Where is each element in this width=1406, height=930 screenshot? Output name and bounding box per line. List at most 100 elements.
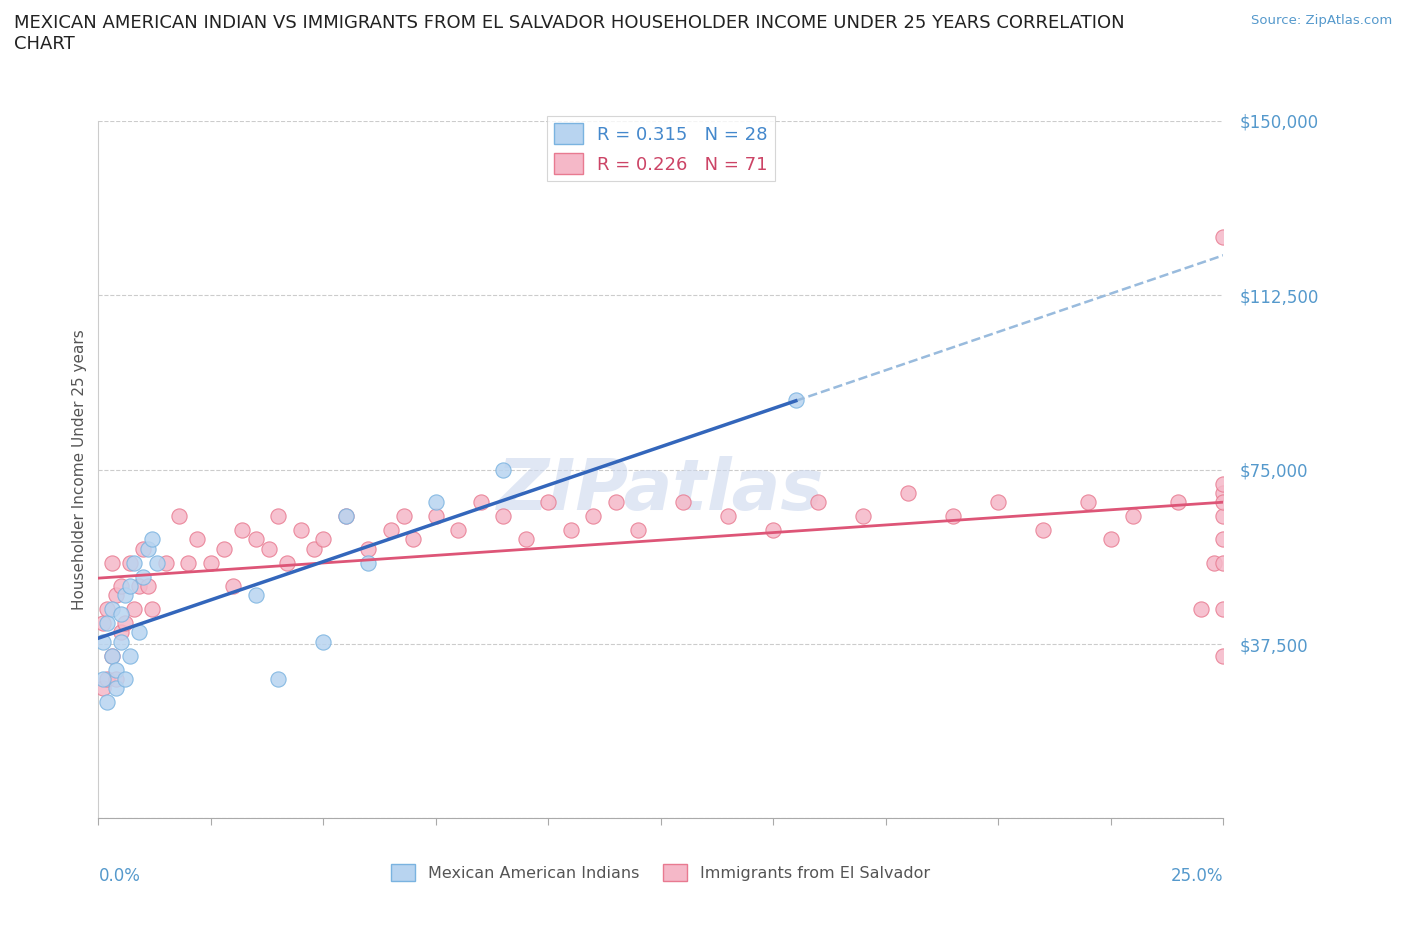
Point [290, 523, 312, 538]
Text: 0.0%: 0.0% [98, 867, 141, 885]
Point [1212, 532, 1234, 547]
Point [231, 523, 253, 538]
Point [515, 532, 537, 547]
Point [200, 555, 222, 570]
Point [1212, 495, 1234, 510]
Point [470, 495, 492, 510]
Point [169, 509, 191, 524]
Point [110, 578, 132, 593]
Point [1212, 476, 1234, 491]
Point [335, 509, 357, 524]
Point [942, 509, 965, 524]
Point [1077, 495, 1099, 510]
Point [101, 602, 124, 617]
Point [672, 495, 695, 510]
Point [105, 662, 128, 677]
Point [1122, 509, 1144, 524]
Point [492, 462, 515, 477]
Point [118, 648, 141, 663]
Point [101, 648, 124, 663]
Point [136, 541, 159, 556]
Point [852, 509, 875, 524]
Point [105, 671, 128, 686]
Point [582, 509, 605, 524]
Point [605, 495, 627, 510]
Point [807, 495, 830, 510]
Point [177, 555, 200, 570]
Point [447, 523, 470, 538]
Point [245, 588, 267, 603]
Point [357, 555, 380, 570]
Point [897, 485, 920, 500]
Point [214, 541, 236, 556]
Point [1212, 555, 1234, 570]
Point [96, 616, 118, 631]
Point [110, 634, 132, 649]
Point [987, 495, 1010, 510]
Point [136, 578, 159, 593]
Text: ZIPatlas: ZIPatlas [498, 456, 824, 525]
Point [132, 541, 155, 556]
Y-axis label: Householder Income Under 25 years: Householder Income Under 25 years [72, 329, 87, 610]
Point [101, 555, 124, 570]
Point [1212, 485, 1234, 500]
Point [492, 509, 515, 524]
Point [335, 509, 357, 524]
Point [312, 532, 335, 547]
Point [312, 634, 335, 649]
Point [259, 541, 281, 556]
Point [425, 509, 447, 524]
Point [96, 671, 118, 686]
Point [1099, 532, 1122, 547]
Point [114, 588, 136, 603]
Point [276, 555, 298, 570]
Point [304, 541, 326, 556]
Legend: Mexican American Indians, Immigrants from El Salvador: Mexican American Indians, Immigrants fro… [385, 857, 936, 887]
Point [380, 523, 402, 538]
Point [357, 541, 380, 556]
Point [245, 532, 267, 547]
Point [128, 625, 150, 640]
Point [1212, 509, 1234, 524]
Point [110, 625, 132, 640]
Point [96, 602, 118, 617]
Point [627, 523, 650, 538]
Point [1212, 230, 1234, 245]
Point [124, 602, 146, 617]
Point [186, 532, 208, 547]
Point [1212, 648, 1234, 663]
Point [105, 588, 128, 603]
Point [785, 392, 807, 407]
Point [267, 671, 290, 686]
Text: 25.0%: 25.0% [1171, 867, 1223, 885]
Text: Source: ZipAtlas.com: Source: ZipAtlas.com [1251, 14, 1392, 27]
Point [114, 671, 136, 686]
Point [1212, 602, 1234, 617]
Point [425, 495, 447, 510]
Point [132, 569, 155, 584]
Point [1204, 555, 1226, 570]
Point [560, 523, 582, 538]
Point [394, 509, 416, 524]
Point [105, 681, 128, 696]
Point [110, 606, 132, 621]
Point [96, 695, 118, 710]
Point [114, 616, 136, 631]
Point [141, 602, 163, 617]
Point [91, 616, 114, 631]
Point [141, 532, 163, 547]
Point [1189, 602, 1212, 617]
Point [146, 555, 169, 570]
Point [124, 555, 146, 570]
Point [155, 555, 177, 570]
Point [762, 523, 785, 538]
Point [1032, 523, 1054, 538]
Point [118, 578, 141, 593]
Point [222, 578, 245, 593]
Text: MEXICAN AMERICAN INDIAN VS IMMIGRANTS FROM EL SALVADOR HOUSEHOLDER INCOME UNDER : MEXICAN AMERICAN INDIAN VS IMMIGRANTS FR… [14, 14, 1125, 53]
Point [717, 509, 740, 524]
Point [267, 509, 290, 524]
Point [91, 634, 114, 649]
Point [118, 555, 141, 570]
Point [537, 495, 560, 510]
